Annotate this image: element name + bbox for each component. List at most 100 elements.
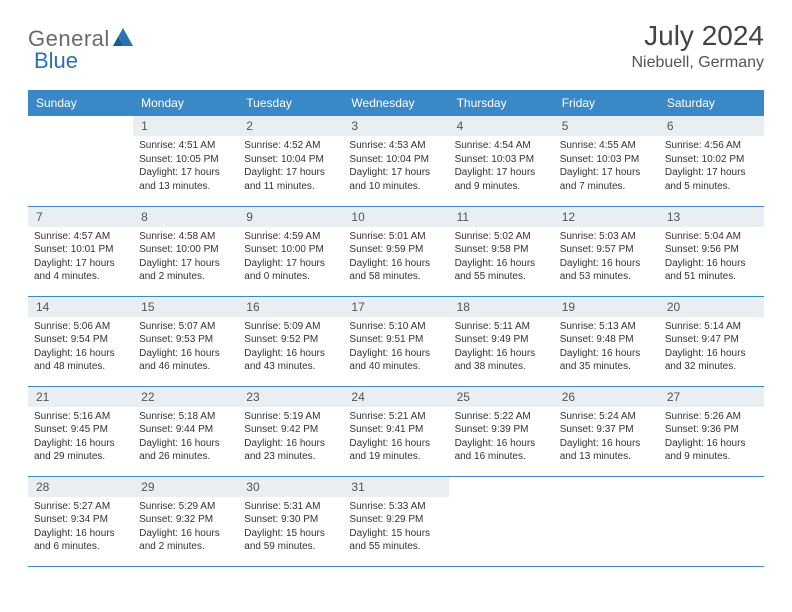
calendar-day-cell: 26Sunrise: 5:24 AMSunset: 9:37 PMDayligh… [554, 386, 659, 476]
daylight-text: Daylight: 16 hours and 55 minutes. [455, 257, 548, 284]
calendar-week-row: 7Sunrise: 4:57 AMSunset: 10:01 PMDayligh… [28, 206, 764, 296]
sunrise-text: Sunrise: 4:52 AM [244, 139, 337, 153]
calendar-day-cell: 18Sunrise: 5:11 AMSunset: 9:49 PMDayligh… [449, 296, 554, 386]
weekday-header: Thursday [449, 90, 554, 116]
daylight-text: Daylight: 15 hours and 55 minutes. [349, 527, 442, 554]
calendar-day-cell: 23Sunrise: 5:19 AMSunset: 9:42 PMDayligh… [238, 386, 343, 476]
daylight-text: Daylight: 16 hours and 29 minutes. [34, 437, 127, 464]
calendar-day-cell: 10 Sunrise: 5:01 AMSunset: 9:59 PMDayligh… [343, 206, 448, 296]
calendar-day-cell: 24Sunrise: 5:21 AMSunset: 9:41 PMDayligh… [343, 386, 448, 476]
day-details: Sunrise: 5:18 AMSunset: 9:44 PMDaylight:… [133, 407, 238, 469]
daylight-text: Daylight: 16 hours and 23 minutes. [244, 437, 337, 464]
day-number: 29 [133, 477, 238, 497]
day-details: Sunrise: 4:58 AMSunset: 10:00 PMDaylight… [133, 227, 238, 289]
calendar-week-row: 14Sunrise: 5:06 AMSunset: 9:54 PMDayligh… [28, 296, 764, 386]
sunset-text: Sunset: 9:48 PM [560, 333, 653, 347]
sunset-text: Sunset: 9:59 PM [349, 243, 442, 257]
calendar-day-cell: 4Sunrise: 4:54 AMSunset: 10:03 PMDayligh… [449, 116, 554, 206]
daylight-text: Daylight: 16 hours and 16 minutes. [455, 437, 548, 464]
day-number: 8 [133, 207, 238, 227]
sunrise-text: Sunrise: 5:29 AM [139, 500, 232, 514]
calendar-day-cell: 14Sunrise: 5:06 AMSunset: 9:54 PMDayligh… [28, 296, 133, 386]
sunset-text: Sunset: 9:42 PM [244, 423, 337, 437]
day-details: Sunrise: 5:02 AMSunset: 9:58 PMDaylight:… [449, 227, 554, 289]
sunset-text: Sunset: 10:04 PM [244, 153, 337, 167]
sunset-text: Sunset: 9:52 PM [244, 333, 337, 347]
sunset-text: Sunset: 10:03 PM [455, 153, 548, 167]
calendar-week-row: 21Sunrise: 5:16 AMSunset: 9:45 PMDayligh… [28, 386, 764, 476]
daylight-text: Daylight: 17 hours and 2 minutes. [139, 257, 232, 284]
calendar-day-cell: 25Sunrise: 5:22 AMSunset: 9:39 PMDayligh… [449, 386, 554, 476]
sunrise-text: Sunrise: 5:31 AM [244, 500, 337, 514]
sunset-text: Sunset: 9:41 PM [349, 423, 442, 437]
day-number: 28 [28, 477, 133, 497]
sunrise-text: Sunrise: 5:24 AM [560, 410, 653, 424]
daylight-text: Daylight: 17 hours and 9 minutes. [455, 166, 548, 193]
day-number: 26 [554, 387, 659, 407]
calendar-day-cell: 21Sunrise: 5:16 AMSunset: 9:45 PMDayligh… [28, 386, 133, 476]
daylight-text: Daylight: 16 hours and 32 minutes. [665, 347, 758, 374]
daylight-text: Daylight: 16 hours and 9 minutes. [665, 437, 758, 464]
sunrise-text: Sunrise: 5:27 AM [34, 500, 127, 514]
sunset-text: Sunset: 10:05 PM [139, 153, 232, 167]
day-number: 14 [28, 297, 133, 317]
sunrise-text: Sunrise: 5:33 AM [349, 500, 442, 514]
day-details: Sunrise: 5:10 AMSunset: 9:51 PMDaylight:… [343, 317, 448, 379]
calendar-day-cell: 30Sunrise: 5:31 AMSunset: 9:30 PMDayligh… [238, 476, 343, 566]
calendar-day-cell: 28Sunrise: 5:27 AMSunset: 9:34 PMDayligh… [28, 476, 133, 566]
day-number: 19 [554, 297, 659, 317]
daylight-text: Daylight: 17 hours and 10 minutes. [349, 166, 442, 193]
day-number: 18 [449, 297, 554, 317]
sunset-text: Sunset: 9:44 PM [139, 423, 232, 437]
day-details: Sunrise: 4:56 AMSunset: 10:02 PMDaylight… [659, 136, 764, 198]
sunrise-text: Sunrise: 5:07 AM [139, 320, 232, 334]
sunset-text: Sunset: 9:53 PM [139, 333, 232, 347]
sunset-text: Sunset: 9:49 PM [455, 333, 548, 347]
calendar-day-cell: .. [659, 476, 764, 566]
day-number: 10 [343, 207, 448, 227]
sunrise-text: Sunrise: 4:59 AM [244, 230, 337, 244]
day-details: Sunrise: 5:03 AMSunset: 9:57 PMDaylight:… [554, 227, 659, 289]
day-number: 7 [28, 207, 133, 227]
day-details: Sunrise: 5:06 AMSunset: 9:54 PMDaylight:… [28, 317, 133, 379]
day-details: Sunrise: 5:04 AMSunset: 9:56 PMDaylight:… [659, 227, 764, 289]
calendar-day-cell: 19Sunrise: 5:13 AMSunset: 9:48 PMDayligh… [554, 296, 659, 386]
day-number: 21 [28, 387, 133, 407]
daylight-text: Daylight: 17 hours and 0 minutes. [244, 257, 337, 284]
daylight-text: Daylight: 16 hours and 26 minutes. [139, 437, 232, 464]
calendar-table: SundayMondayTuesdayWednesdayThursdayFrid… [28, 90, 764, 567]
calendar-day-cell: 16Sunrise: 5:09 AMSunset: 9:52 PMDayligh… [238, 296, 343, 386]
day-number: 11 [449, 207, 554, 227]
day-number: 31 [343, 477, 448, 497]
sunrise-text: Sunrise: 4:58 AM [139, 230, 232, 244]
sunset-text: Sunset: 9:30 PM [244, 513, 337, 527]
sunset-text: Sunset: 9:29 PM [349, 513, 442, 527]
weekday-header: Tuesday [238, 90, 343, 116]
day-details: Sunrise: 4:59 AMSunset: 10:00 PMDaylight… [238, 227, 343, 289]
daylight-text: Daylight: 16 hours and 58 minutes. [349, 257, 442, 284]
calendar-day-cell: 31 Sunrise: 5:33 AMSunset: 9:29 PMDayligh… [343, 476, 448, 566]
sunset-text: Sunset: 10:03 PM [560, 153, 653, 167]
day-number: 23 [238, 387, 343, 407]
sunset-text: Sunset: 9:58 PM [455, 243, 548, 257]
day-details: Sunrise: 5:31 AMSunset: 9:30 PMDaylight:… [238, 497, 343, 559]
day-details: Sunrise: 5:27 AMSunset: 9:34 PMDaylight:… [28, 497, 133, 559]
sunrise-text: Sunrise: 5:10 AM [349, 320, 442, 334]
calendar-day-cell: 22Sunrise: 5:18 AMSunset: 9:44 PMDayligh… [133, 386, 238, 476]
sunrise-text: Sunrise: 5:03 AM [560, 230, 653, 244]
calendar-day-cell: 17Sunrise: 5:10 AMSunset: 9:51 PMDayligh… [343, 296, 448, 386]
day-details: Sunrise: 4:57 AMSunset: 10:01 PMDaylight… [28, 227, 133, 289]
day-details: Sunrise: 5:11 AMSunset: 9:49 PMDaylight:… [449, 317, 554, 379]
day-details: Sunrise: 5:21 AMSunset: 9:41 PMDaylight:… [343, 407, 448, 469]
title-block: July 2024 Niebuell, Germany [632, 20, 765, 72]
sunrise-text: Sunrise: 4:55 AM [560, 139, 653, 153]
sunrise-text: Sunrise: 4:51 AM [139, 139, 232, 153]
day-details: Sunrise: 5:14 AMSunset: 9:47 PMDaylight:… [659, 317, 764, 379]
day-details: Sunrise: 4:53 AMSunset: 10:04 PMDaylight… [343, 136, 448, 198]
sunrise-text: Sunrise: 5:13 AM [560, 320, 653, 334]
sunrise-text: Sunrise: 5:04 AM [665, 230, 758, 244]
sunrise-text: Sunrise: 5:01 AM [349, 230, 442, 244]
logo-triangle-icon [113, 28, 133, 51]
daylight-text: Daylight: 16 hours and 2 minutes. [139, 527, 232, 554]
day-number: 1 [133, 116, 238, 136]
